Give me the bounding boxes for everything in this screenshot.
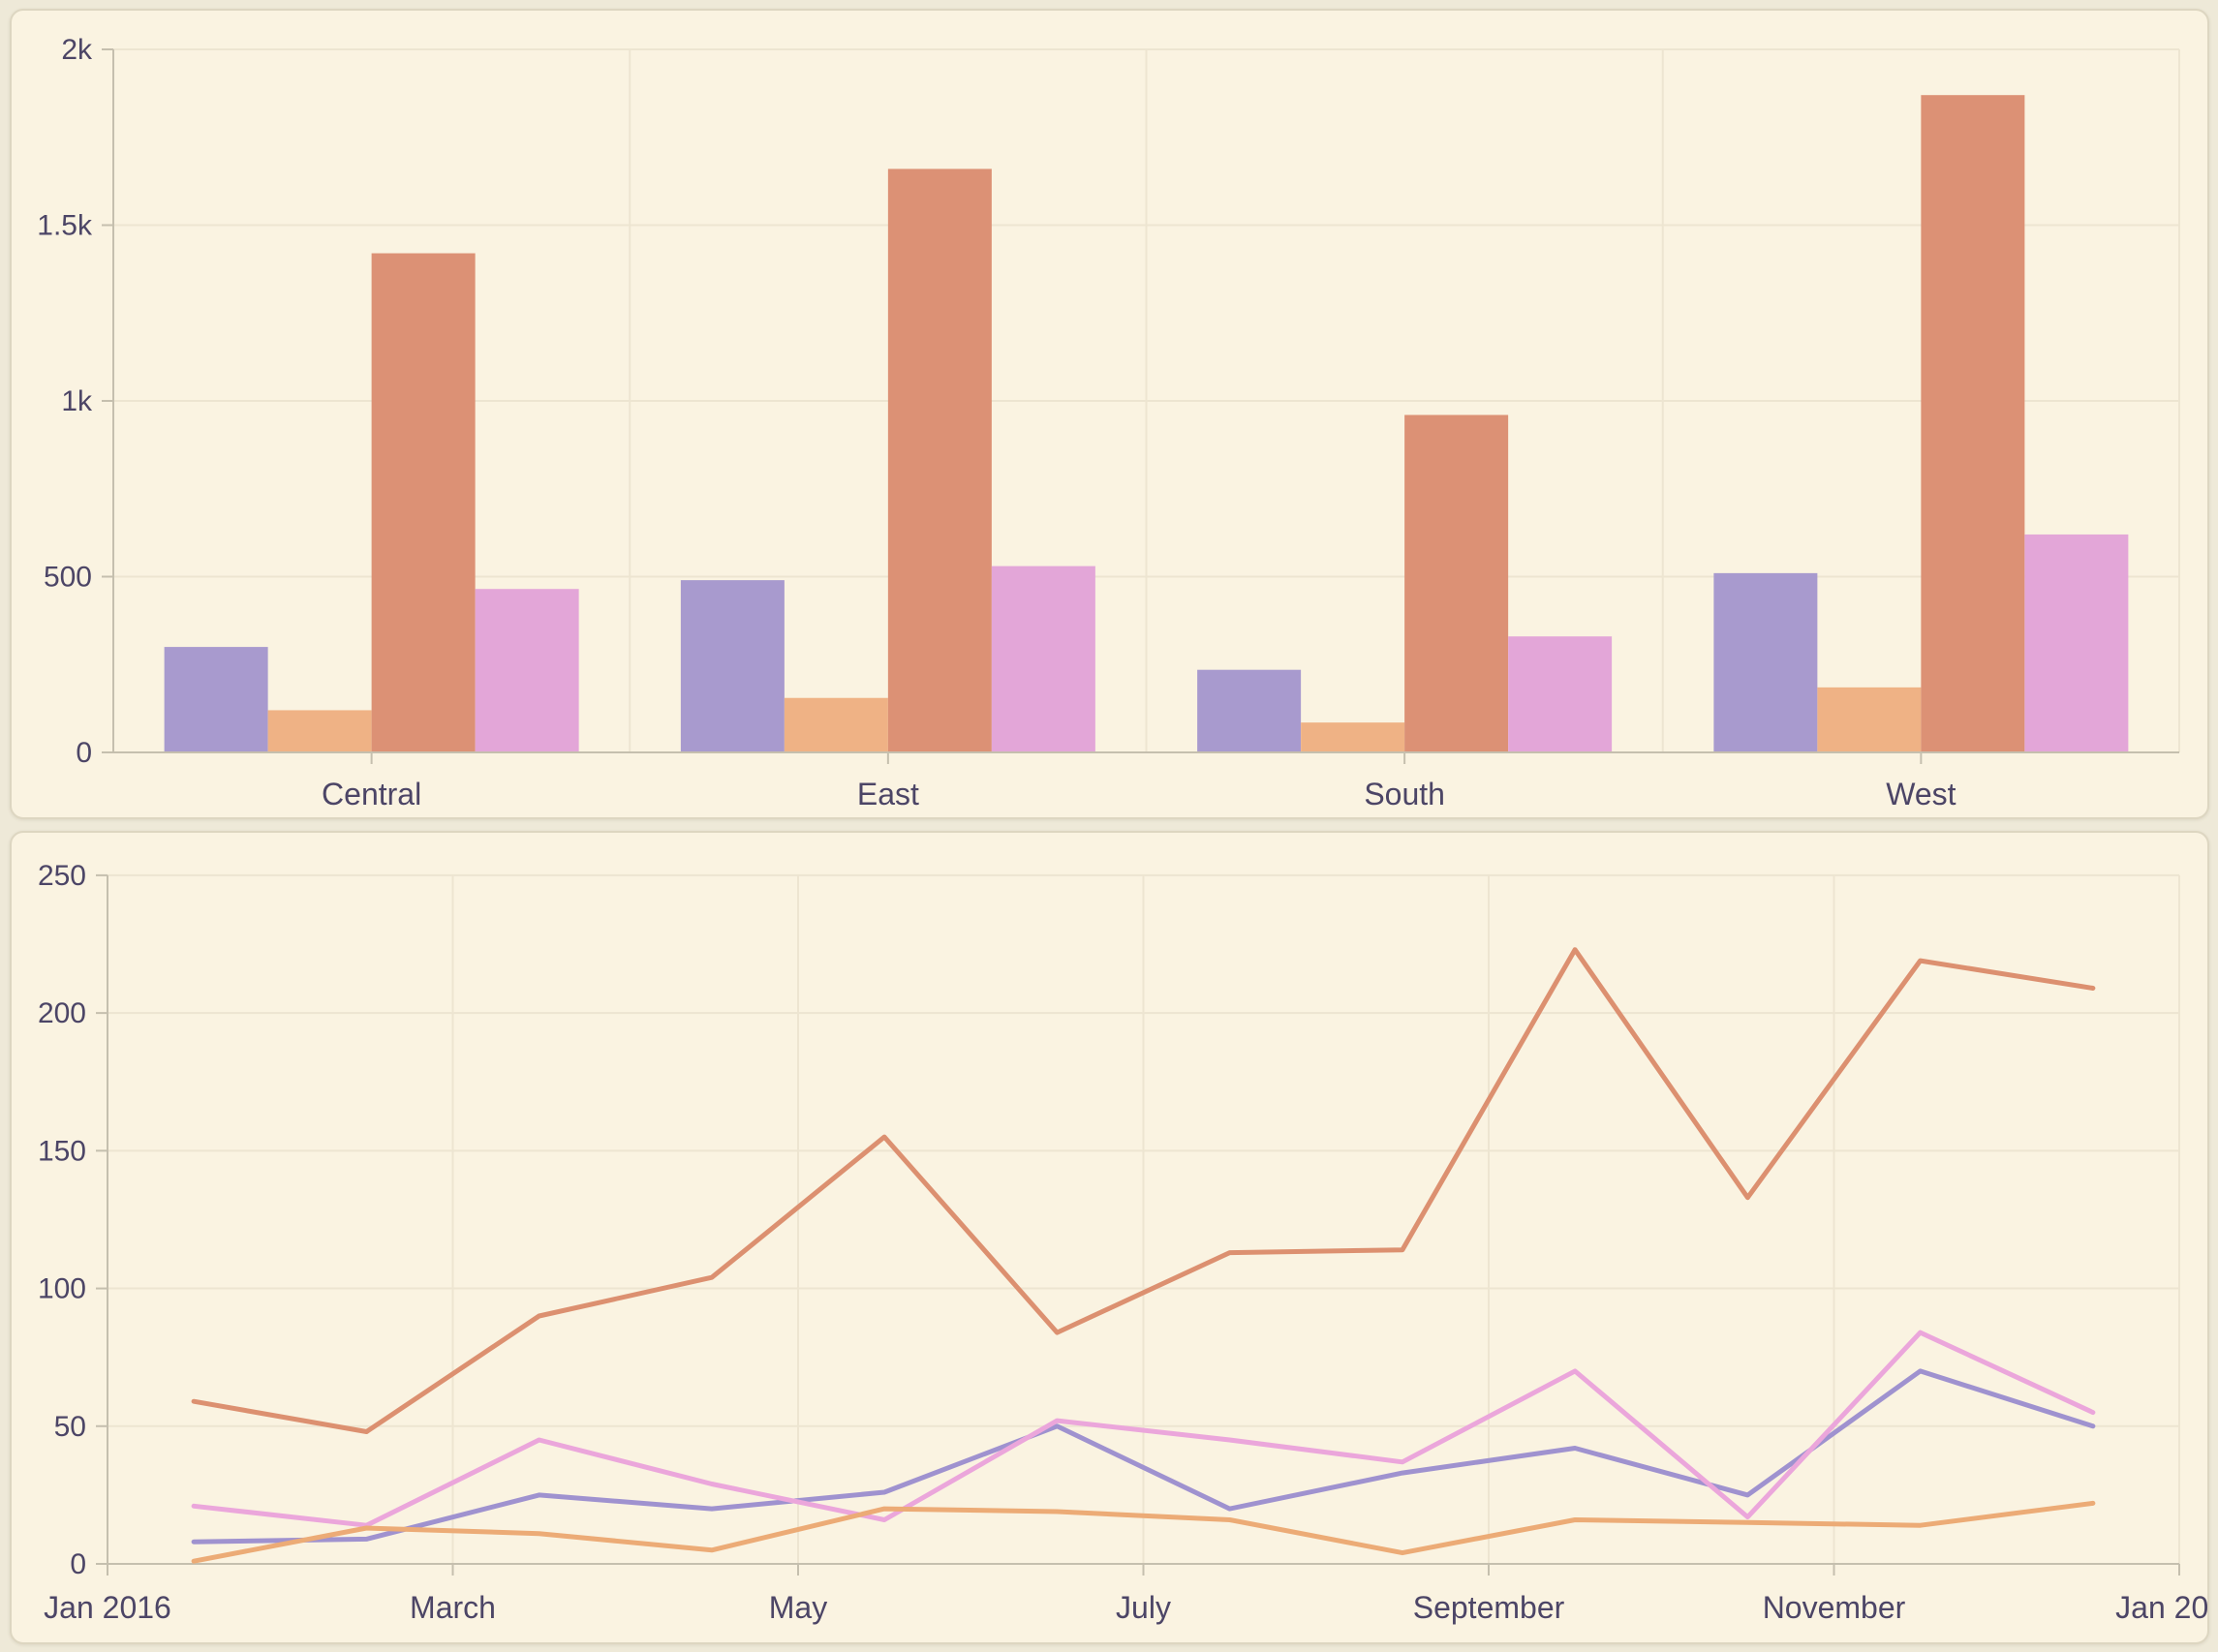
y-axis-label: 0 — [76, 737, 92, 769]
category-label-central: Central — [322, 777, 421, 811]
y-axis-label: 2k — [61, 34, 93, 66]
y-axis-label: 500 — [44, 562, 92, 594]
bar-east-pink[interactable] — [991, 566, 1095, 752]
line-purple[interactable] — [191, 1368, 2096, 1545]
y-axis-label: 200 — [38, 997, 86, 1029]
bar-west-salmon[interactable] — [1921, 95, 2025, 752]
bar-east-purple[interactable] — [680, 580, 785, 752]
x-axis-label: Jan 2016 — [44, 1590, 171, 1625]
line-pink[interactable] — [191, 1330, 2096, 1528]
line-light-orange[interactable] — [191, 1500, 2096, 1564]
bar-south-purple[interactable] — [1197, 669, 1302, 752]
bar-central-light-orange[interactable] — [267, 710, 372, 752]
regions-bar-chart: 0 500 1k 1.5k 2k Central East South West — [37, 34, 2180, 811]
x-axis-label: Jan 2017 — [2115, 1590, 2209, 1625]
bar-west-pink[interactable] — [2024, 534, 2129, 752]
category-label-south: South — [1364, 777, 1445, 811]
y-axis-label: 1.5k — [37, 210, 93, 242]
x-axis-label: September — [1413, 1590, 1565, 1625]
y-axis-label: 0 — [70, 1548, 86, 1580]
category-label-east: East — [857, 777, 919, 811]
bar-central-pink[interactable] — [475, 589, 579, 752]
bar-east-salmon[interactable] — [887, 168, 992, 753]
y-axis-label: 250 — [38, 860, 86, 892]
category-label-west: West — [1886, 777, 1956, 811]
line-chart-card: 0 50 100 150 200 250 Jan 2016 March May July Septe… — [10, 831, 2209, 1644]
bar-south-salmon[interactable] — [1404, 414, 1509, 752]
bar-south-light-orange[interactable] — [1301, 722, 1405, 752]
line-salmon[interactable] — [191, 947, 2096, 1434]
x-axis-label: May — [769, 1590, 827, 1625]
bar-central-purple[interactable] — [164, 647, 268, 752]
x-axis-label: March — [410, 1590, 496, 1625]
bar-chart-card: 0 500 1k 1.5k 2k Central East South West — [10, 9, 2209, 819]
y-axis-label: 50 — [54, 1411, 86, 1443]
bar-south-pink[interactable] — [1508, 636, 1613, 752]
monthly-trend-line-chart: 0 50 100 150 200 250 Jan 2016 March May July Septe… — [38, 860, 2209, 1625]
x-axis-label: November — [1763, 1590, 1906, 1625]
y-axis-label: 150 — [38, 1135, 86, 1167]
y-axis-label: 1k — [61, 385, 93, 417]
bar-central-salmon[interactable] — [371, 253, 476, 752]
bar-west-purple[interactable] — [1713, 572, 1818, 752]
bar-west-light-orange[interactable] — [1817, 687, 1922, 752]
bar-east-light-orange[interactable] — [784, 697, 888, 752]
x-axis-label: July — [1116, 1590, 1171, 1625]
y-axis-label: 100 — [38, 1273, 86, 1305]
